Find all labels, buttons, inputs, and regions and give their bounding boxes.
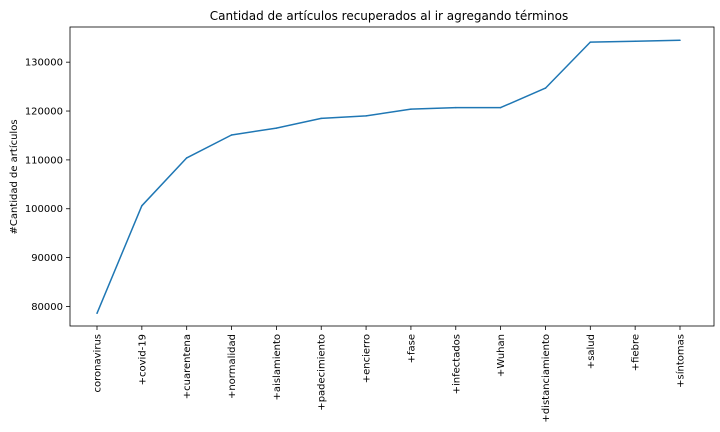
- x-tick-label: +salud: [586, 334, 597, 369]
- data-point: [230, 134, 233, 136]
- y-tick-label: 120000: [25, 107, 63, 118]
- plot-frame: [69, 26, 715, 327]
- chart-title: Cantidad de artículos recuperados al ir …: [210, 9, 568, 23]
- y-tick-label: 130000: [25, 58, 63, 69]
- x-tick-label: +normalidad: [227, 334, 238, 399]
- series-line: [96, 39, 681, 314]
- y-tick-label: 80000: [31, 302, 63, 313]
- plot-area: 80000 90000 100000 110000 120000 130000 corona…: [25, 26, 715, 423]
- x-tick-label: +Wuhan: [496, 334, 507, 377]
- data-point: [589, 41, 592, 43]
- y-tick-label: 100000: [25, 204, 63, 215]
- x-tick-label: +encierro: [362, 334, 373, 383]
- data-point: [275, 127, 278, 129]
- data-point: [320, 117, 322, 120]
- x-tick-label: +síntomas: [675, 334, 687, 388]
- data-point: [141, 205, 143, 207]
- data-point: [365, 115, 367, 117]
- x-tick-label: +padecimiento: [317, 334, 328, 411]
- x-tick-label: +fiebre: [631, 334, 642, 371]
- x-tick-label: +distanciamiento: [541, 334, 552, 423]
- x-tick-label: coronavirus: [93, 334, 104, 392]
- data-point: [185, 157, 188, 159]
- x-tick-label: +cuarentena: [182, 334, 193, 399]
- data-point: [96, 312, 98, 315]
- y-axis-label: #Cantidad de artículos: [8, 119, 20, 234]
- data-point: [544, 87, 547, 89]
- data-point: [679, 39, 681, 41]
- data-point: [455, 106, 457, 109]
- data-point: [499, 106, 502, 109]
- x-tick-label: +aislamiento: [272, 334, 283, 400]
- data-point: [410, 108, 412, 110]
- x-tick-label: +covid-19: [137, 334, 148, 385]
- x-tick-label: +infectados: [451, 334, 462, 394]
- data-point: [634, 40, 636, 42]
- y-tick-label: 110000: [25, 155, 63, 166]
- x-tick-label: +fase: [406, 334, 417, 363]
- y-tick-label: 90000: [31, 253, 63, 264]
